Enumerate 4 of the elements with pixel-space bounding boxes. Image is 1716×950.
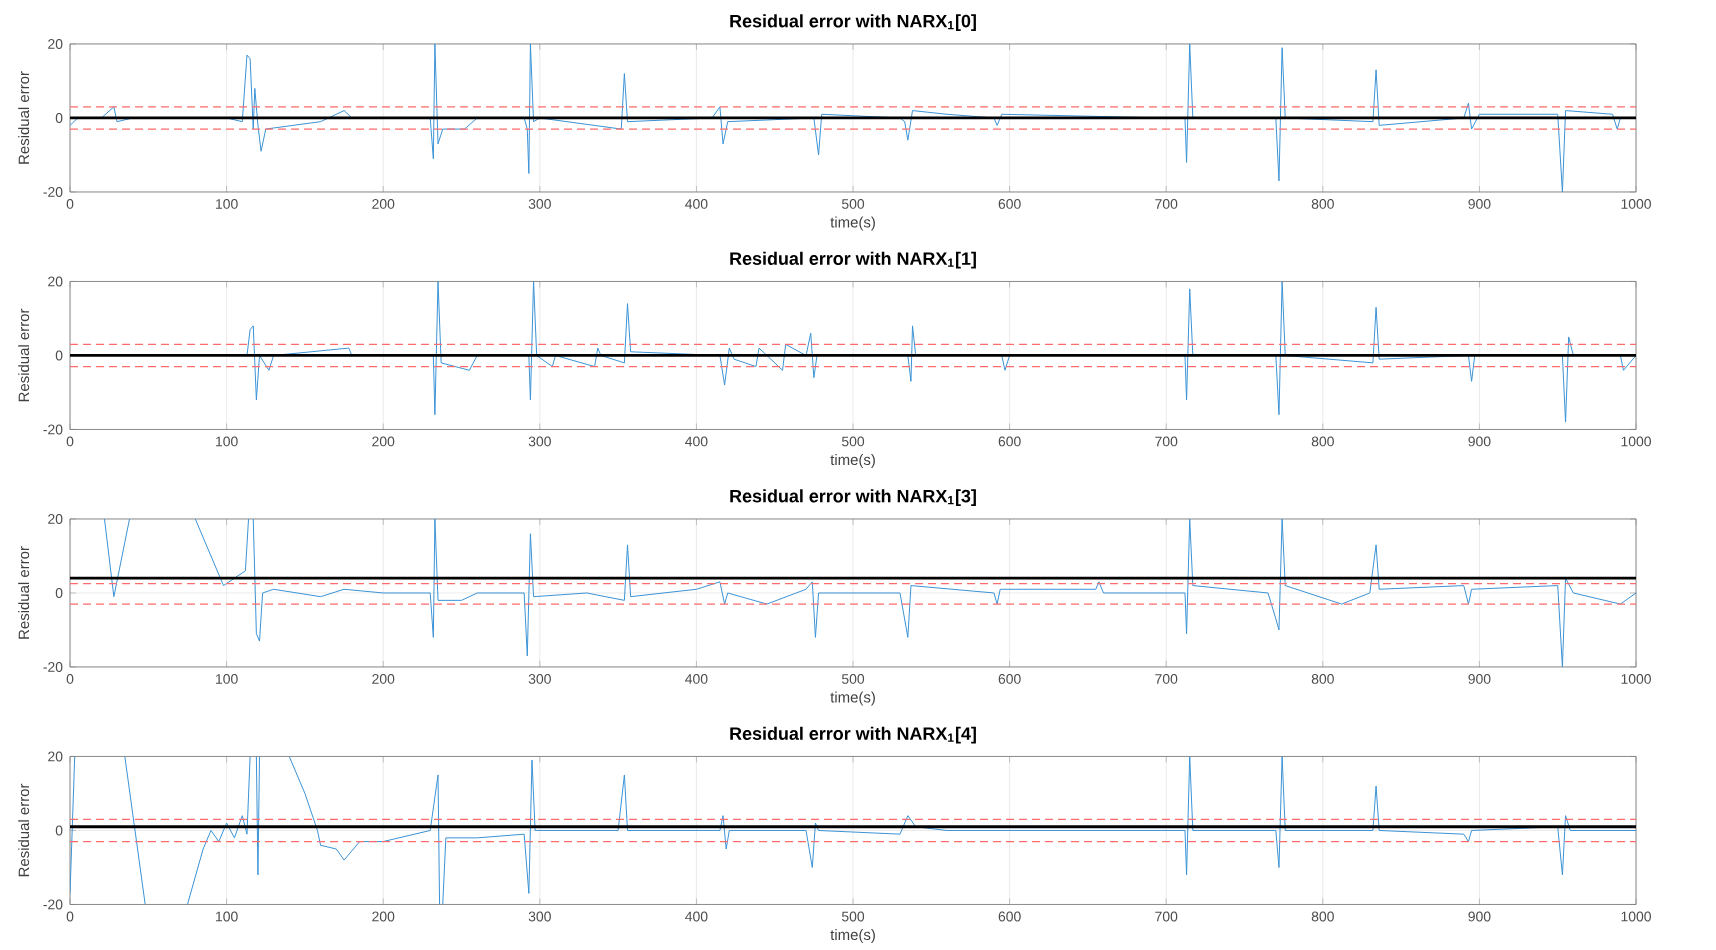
chart-title: Residual error with NARX$_{1}$[1] <box>730 251 976 269</box>
chart-title: Residual error with NARX$_{1}$[4] <box>730 726 976 744</box>
chart-title: Residual error with NARX$_{1}$[0] <box>730 14 976 31</box>
chart-title: Residual error with NARX$_{1}$[3] <box>730 489 976 506</box>
